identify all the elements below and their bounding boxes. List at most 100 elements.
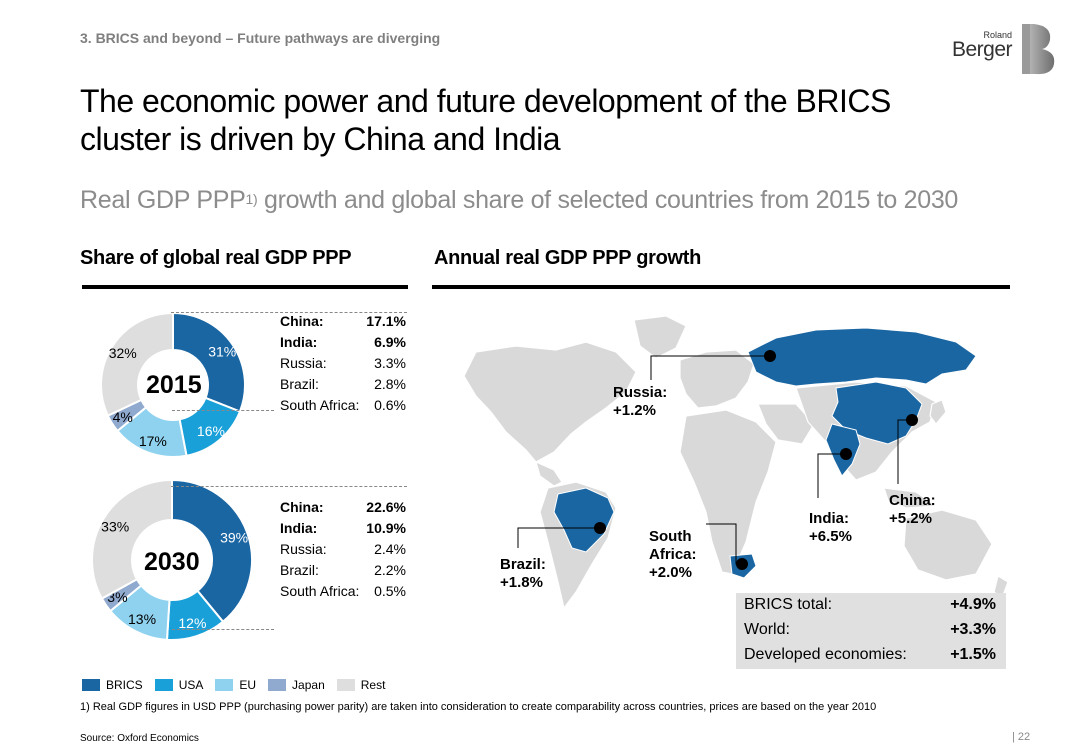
source-note: Source: Oxford Economics [80, 733, 199, 744]
roland-berger-logo: Roland Berger [950, 22, 1058, 76]
breakdown-country: India: [280, 334, 318, 350]
breakdown-value: 2.4% [374, 541, 406, 557]
india-growth-label: India: +6.5% [809, 510, 852, 546]
donut-2015-hole [138, 350, 208, 420]
india-value: +6.5% [809, 528, 852, 545]
donut-2030-hole [132, 520, 212, 600]
chart-legend: BRICS USA EU Japan Rest [82, 678, 397, 692]
donut-2015-label-eu: 17% [139, 433, 167, 449]
breakdown-country: China: [280, 499, 324, 515]
summary-brics-name: BRICS total: [744, 596, 833, 613]
breakdown-country: Russia: [280, 541, 327, 557]
left-heading-rule [82, 285, 408, 289]
summary-developed-value: +1.5% [950, 646, 996, 663]
russia-growth-label: Russia: +1.2% [613, 384, 667, 420]
china-shape [831, 381, 923, 445]
summary-row-brics: BRICS total: +4.9% [744, 596, 996, 620]
australia-shape [903, 509, 993, 581]
breakdown-2030-row-south-africa-: South Africa: 0.5% [280, 581, 406, 602]
brazil-growth-label: Brazil: +1.8% [500, 556, 546, 592]
breakdown-table-2015: China: 17.1% India: 6.9% Russia: 3.3% Brazil: 2… [280, 311, 406, 416]
brazil-shape [553, 487, 615, 553]
legend-item-eu: EU [215, 678, 256, 692]
footnote: 1) Real GDP figures in USD PPP (purchasi… [80, 701, 877, 713]
breakdown-2015-row-brazil-: Brazil: 2.8% [280, 374, 406, 395]
breakdown-table-2030: China: 22.6% India: 10.9% Russia: 2.4% Brazil:… [280, 497, 406, 602]
subtitle-rest: growth and global share of selected coun… [257, 186, 959, 214]
donut-2015-label-usa: 16% [197, 423, 225, 439]
logo-b-mark-icon [1022, 24, 1055, 75]
south-africa-name-line1: South [649, 528, 692, 545]
donut-2015-label-brics: 31% [208, 344, 236, 360]
russia-leader-line [650, 355, 770, 380]
breakdown-value: 6.9% [374, 334, 406, 350]
summary-brics-value: +4.9% [950, 596, 996, 613]
section-header: 3. BRICS and beyond – Future pathways ar… [80, 30, 441, 46]
legend-item-usa: USA [154, 678, 203, 692]
legend-item-brics: BRICS [82, 678, 143, 692]
breakdown-2030-top-leader [171, 486, 407, 487]
summary-developed-name: Developed economies: [744, 646, 907, 663]
right-section-heading: Annual real GDP PPP growth [434, 247, 702, 269]
china-value: +5.2% [889, 510, 932, 527]
legend-item-japan: Japan [268, 678, 325, 692]
left-section-heading: Share of global real GDP PPP [80, 247, 352, 269]
breakdown-2015-bottom-leader [172, 410, 274, 411]
breakdown-country: Brazil: [280, 562, 319, 578]
china-marker-dot [906, 414, 918, 426]
breakdown-value: 0.6% [374, 397, 406, 413]
page-number-value: 22 [1017, 731, 1031, 743]
south-africa-value: +2.0% [649, 564, 692, 581]
legend-swatch-japan [268, 679, 287, 691]
summary-world-value: +3.3% [950, 621, 996, 638]
breakdown-2030-row-china-: China: 22.6% [280, 497, 406, 518]
logo-berger-text: Berger [951, 38, 1013, 61]
breakdown-value: 17.1% [366, 313, 406, 329]
russia-name: Russia: [613, 384, 668, 401]
south-africa-name-line2: Africa: [649, 546, 697, 563]
brazil-name: Brazil: [500, 556, 546, 573]
slide-subtitle: Real GDP PPP1) growth and global share o… [80, 186, 958, 215]
donut-year-2015: 2015 [146, 371, 202, 399]
slide-title: The economic power and future developmen… [80, 82, 980, 158]
legend-swatch-eu [215, 679, 234, 691]
south-africa-growth-label: South Africa: +2.0% [649, 528, 697, 582]
breakdown-value: 0.5% [374, 583, 406, 599]
donut-2030-label-usa: 12% [178, 615, 206, 631]
summary-world-name: World: [744, 621, 790, 638]
legend-swatch-usa [154, 679, 173, 691]
breakdown-country: Russia: [280, 355, 327, 371]
donut-year-2030: 2030 [144, 548, 200, 576]
donut-2015-label-rest: 32% [109, 345, 137, 361]
brazil-marker-dot [594, 522, 606, 534]
legend-label-rest: Rest [360, 678, 386, 692]
breakdown-2030-row-brazil-: Brazil: 2.2% [280, 560, 406, 581]
breakdown-value: 3.3% [374, 355, 406, 371]
legend-label-japan: Japan [292, 678, 325, 692]
breakdown-country: South Africa: [280, 583, 360, 599]
donut-2030-label-rest: 33% [101, 518, 129, 534]
summary-row-world: World: +3.3% [744, 621, 996, 645]
brazil-value: +1.8% [500, 574, 543, 591]
world-map [463, 315, 1009, 610]
right-heading-rule [432, 285, 1010, 289]
japan-shape [929, 399, 947, 425]
breakdown-country: India: [280, 520, 318, 536]
summary-row-developed: Developed economies: +1.5% [744, 646, 996, 670]
donut-chart-2030: 39%12%13%3%33% [91, 478, 253, 641]
china-name: China: [889, 492, 936, 509]
south-africa-marker-dot [736, 558, 748, 570]
breakdown-2015-row-russia-: Russia: 3.3% [280, 353, 406, 374]
donut-2030-label-brics: 39% [220, 530, 248, 546]
central-america-shape [535, 460, 563, 487]
donut-chart-2015: 31% 16% 17% 4% 32% [100, 311, 246, 458]
russia-value: +1.2% [613, 402, 656, 419]
breakdown-2030-row-india-: India: 10.9% [280, 518, 406, 539]
india-name: India: [809, 510, 849, 527]
greenland-shape [633, 315, 687, 359]
north-america-shape [463, 341, 637, 463]
legend-swatch-rest [336, 679, 355, 691]
legend-label-brics: BRICS [106, 678, 143, 692]
subtitle-footnote-mark: 1) [245, 191, 258, 207]
southeast-asia-shape [883, 487, 938, 509]
